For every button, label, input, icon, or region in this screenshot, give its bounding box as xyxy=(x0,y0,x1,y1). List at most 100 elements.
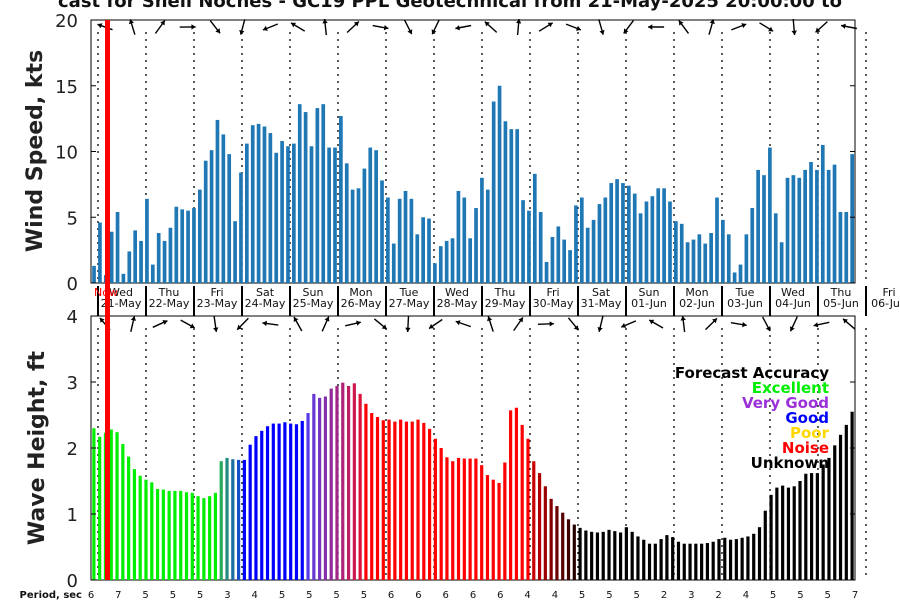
wind-bar xyxy=(521,200,525,283)
period-value: 5 xyxy=(361,590,367,600)
legend-item-very-good: Very Good xyxy=(742,394,829,412)
day-label-date: 27-May xyxy=(389,297,430,310)
wind-bar xyxy=(115,211,120,283)
wave-direction-arrows xyxy=(99,315,856,333)
wave-bar xyxy=(561,512,565,580)
wave-bar xyxy=(144,479,148,580)
wave-bar xyxy=(150,482,154,580)
wave-arrow-head xyxy=(842,318,848,324)
wave-arrow-head xyxy=(621,323,627,328)
wave-bar xyxy=(375,416,380,580)
wind-bar xyxy=(756,169,760,283)
wave-bar xyxy=(728,539,733,580)
wave-bar xyxy=(676,541,681,580)
wave-bar xyxy=(399,419,403,580)
wave-arrow-head xyxy=(213,327,219,332)
wind-arrow-head xyxy=(576,25,581,31)
wave-y-ticks: 0 1 2 3 4 xyxy=(67,307,855,592)
period-values: 6 7 5 5 5 3 4 5 5 5 5 6 6 6 6 6 4 4 5 5 5 2 3 2 4 5 5 5 7 xyxy=(88,590,858,600)
wave-bar xyxy=(752,533,756,580)
wind-arrow-head xyxy=(547,22,553,28)
wind-bar xyxy=(532,173,537,283)
wave-bar xyxy=(850,411,854,580)
wave-bar xyxy=(590,531,594,580)
wave-bar xyxy=(537,473,542,580)
wave-y-tick-label: 0 xyxy=(67,571,78,592)
wave-bar xyxy=(335,385,339,580)
wave-bar xyxy=(827,457,831,580)
wave-bar xyxy=(757,527,762,580)
wind-bar xyxy=(662,188,666,283)
wind-bar xyxy=(109,231,114,283)
period-value: 2 xyxy=(661,590,667,600)
wave-bar xyxy=(451,461,455,580)
wind-bar xyxy=(292,143,296,283)
wave-bar xyxy=(190,492,194,580)
wave-bar xyxy=(242,459,246,580)
wave-arrow-head xyxy=(381,324,387,330)
wind-bar xyxy=(156,233,161,283)
wave-bar xyxy=(503,462,507,580)
wind-bar xyxy=(838,211,843,283)
wind-arrow-head xyxy=(768,26,774,32)
wave-y-tick-label: 2 xyxy=(67,439,78,460)
wind-bar xyxy=(192,208,196,283)
wave-bar xyxy=(781,485,785,580)
wave-bar xyxy=(196,496,200,580)
wind-y-tick-label: 15 xyxy=(55,77,78,98)
wind-y-tick-label: 0 xyxy=(67,274,78,295)
wind-bar xyxy=(456,190,461,283)
wind-bar xyxy=(844,211,849,283)
wind-bar xyxy=(773,213,778,283)
wind-arrow-head xyxy=(678,20,684,26)
wave-bar xyxy=(208,496,212,580)
wind-bar xyxy=(697,234,702,283)
legend-title: Forecast Accuracy xyxy=(675,364,829,382)
period-value: 4 xyxy=(552,590,558,600)
wind-bar xyxy=(215,119,220,283)
day-label-date: 02-Jun xyxy=(679,297,715,310)
wave-bar xyxy=(485,475,490,580)
wind-bar xyxy=(98,222,102,283)
day-label-date: 26-May xyxy=(341,297,382,310)
wind-bar xyxy=(203,160,208,283)
wind-bar xyxy=(503,121,508,283)
wave-arrow-head xyxy=(455,320,461,326)
period-value: 6 xyxy=(497,590,503,600)
day-label-dow: Thu xyxy=(494,286,516,299)
wave-bar xyxy=(740,537,744,580)
day-label-date: 25-May xyxy=(293,297,334,310)
period-value: 5 xyxy=(606,590,612,600)
wind-bar xyxy=(474,208,478,283)
period-value: 6 xyxy=(88,590,94,600)
wind-bar xyxy=(627,185,631,283)
wave-bar xyxy=(746,536,750,580)
wave-bar xyxy=(225,457,229,580)
wind-bar xyxy=(368,147,373,283)
wind-arrow-head xyxy=(291,22,296,28)
wave-bar xyxy=(810,473,814,580)
wave-arrow-head xyxy=(789,326,795,332)
period-value: 6 xyxy=(443,590,449,600)
wind-bar xyxy=(668,201,672,283)
wave-bar xyxy=(601,531,605,580)
wind-bar xyxy=(632,193,637,283)
wave-arrow-head xyxy=(487,316,493,322)
wind-bar xyxy=(615,179,619,283)
wave-bar xyxy=(219,461,223,580)
wind-arrow-head xyxy=(741,23,747,29)
period-value: 2 xyxy=(715,590,721,600)
wave-bar xyxy=(115,432,119,580)
wind-bar xyxy=(591,219,596,283)
wind-bar xyxy=(245,143,249,283)
wind-bar xyxy=(550,236,555,283)
day-label-dow: Mon xyxy=(685,286,708,299)
wave-bar xyxy=(665,535,669,580)
wind-bar xyxy=(497,85,502,283)
wave-bar xyxy=(271,423,275,580)
wave-arrow-head xyxy=(162,320,168,325)
wave-arrow-head xyxy=(262,320,267,327)
wind-bar xyxy=(674,221,678,283)
wave-bar xyxy=(723,537,727,580)
wind-bar xyxy=(656,188,661,283)
